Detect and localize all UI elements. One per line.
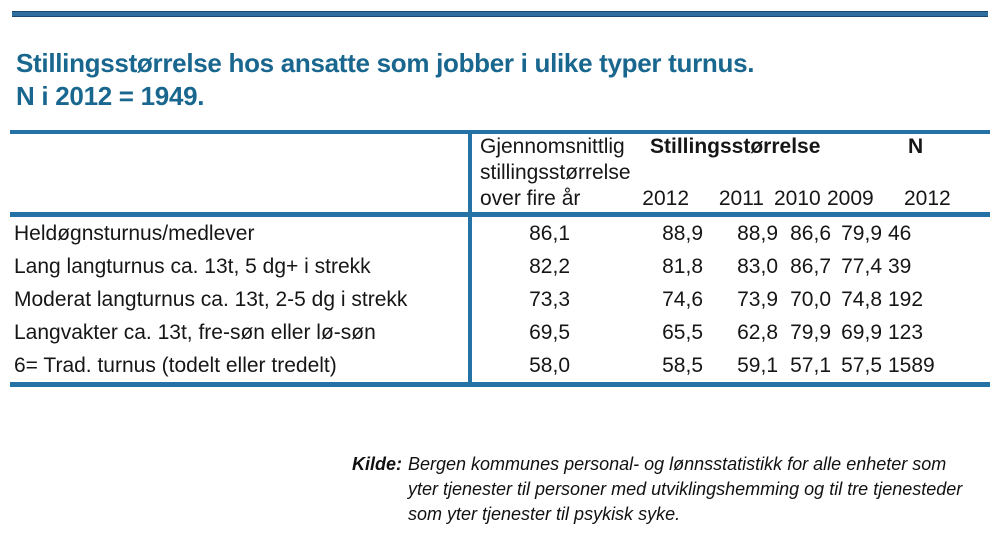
- row-label: Lang langturnus ca. 13t, 5 dg+ i strekk: [14, 254, 371, 278]
- table-top-border: [10, 130, 990, 134]
- source-note: Kilde: Bergen kommunes personal- og lønn…: [352, 452, 992, 527]
- table-bottom-border: [10, 382, 990, 387]
- source-line3: som yter tjenester til psykisk syke.: [408, 504, 681, 524]
- source-line1: Bergen kommunes personal- og lønnsstatis…: [408, 454, 947, 474]
- avg-cell: 73,3: [529, 287, 570, 311]
- avg-header-line3: over fire år: [480, 187, 581, 210]
- year-2012-cell: 88,9: [662, 221, 703, 245]
- year-header-2012: 2012: [642, 187, 689, 210]
- year-2009-cell: 79,9: [841, 221, 882, 245]
- n-cell: 192: [888, 287, 924, 311]
- year-2010-cell: 79,9: [790, 320, 831, 344]
- page-title: Stillingsstørrelse hos ansatte som jobbe…: [16, 47, 976, 113]
- n-cell: 1589: [888, 353, 935, 377]
- source-line2: yter tjenester til personer med utviklin…: [408, 479, 963, 499]
- avg-cell: 69,5: [529, 320, 570, 344]
- row-label: Moderat langturnus ca. 13t, 2-5 dg i str…: [14, 287, 408, 311]
- avg-cell: 86,1: [529, 221, 570, 245]
- year-2012-cell: 81,8: [662, 254, 703, 278]
- n-cell: 46: [888, 221, 912, 245]
- year-2011-cell: 73,9: [737, 287, 778, 311]
- source-label: Kilde:: [352, 454, 403, 474]
- row-label: 6= Trad. turnus (todelt eller tredelt): [14, 353, 337, 377]
- page-title-line2: N i 2012 = 1949.: [16, 81, 205, 111]
- avg-header-line2: stillingsstørrelse: [480, 161, 631, 184]
- table-header-row-1: Gjennomsnittlig Stillingsstørrelse N: [10, 134, 990, 160]
- avg-header-line1: Gjennomsnittlig: [480, 135, 625, 158]
- year-2011-cell: 88,9: [737, 221, 778, 245]
- year-2012-cell: 74,6: [662, 287, 703, 311]
- row-label: Langvakter ca. 13t, fre-søn eller lø-søn: [14, 320, 376, 344]
- statistics-table: Gjennomsnittlig Stillingsstørrelse N sti…: [10, 130, 990, 387]
- year-2009-cell: 74,8: [841, 287, 882, 311]
- table-header-row-2: stillingsstørrelse: [10, 160, 990, 186]
- n-cell: 39: [888, 254, 912, 278]
- group-header: Stillingsstørrelse: [650, 135, 821, 158]
- year-header-2009: 2009: [827, 187, 874, 210]
- year-2010-cell: 70,0: [790, 287, 831, 311]
- year-header-2010: 2010: [774, 187, 821, 210]
- table-row: Moderat langturnus ca. 13t, 2-5 dg i str…: [10, 283, 990, 316]
- table-header-row-3: over fire år 2012 2011 2010 2009 2012: [10, 186, 990, 212]
- year-2010-cell: 86,6: [790, 221, 831, 245]
- table-row: 6= Trad. turnus (todelt eller tredelt) 5…: [10, 349, 990, 382]
- year-2010-cell: 86,7: [790, 254, 831, 278]
- n-header: N: [908, 135, 924, 158]
- year-2012-cell: 58,5: [662, 353, 703, 377]
- year-2009-cell: 77,4: [841, 254, 882, 278]
- table-row: Heldøgnsturnus/medlever 86,1 88,9 88,9 8…: [10, 217, 990, 250]
- column-divider: [468, 130, 472, 387]
- table-row: Lang langturnus ca. 13t, 5 dg+ i strekk …: [10, 250, 990, 283]
- top-rule: [12, 11, 988, 17]
- avg-cell: 82,2: [529, 254, 570, 278]
- year-2010-cell: 57,1: [790, 353, 831, 377]
- n-cell: 123: [888, 320, 924, 344]
- year-2009-cell: 69,9: [841, 320, 882, 344]
- header-divider: [10, 212, 990, 217]
- year-2011-cell: 62,8: [737, 320, 778, 344]
- year-header-2011: 2011: [718, 187, 764, 210]
- year-2009-cell: 57,5: [841, 353, 882, 377]
- page-title-line1: Stillingsstørrelse hos ansatte som jobbe…: [16, 48, 755, 78]
- row-label: Heldøgnsturnus/medlever: [14, 221, 255, 245]
- year-2011-cell: 59,1: [737, 353, 778, 377]
- avg-cell: 58,0: [529, 353, 570, 377]
- source-text: Bergen kommunes personal- og lønnsstatis…: [408, 452, 962, 527]
- year-2011-cell: 83,0: [737, 254, 778, 278]
- table-row: Langvakter ca. 13t, fre-søn eller lø-søn…: [10, 316, 990, 349]
- n-year-header: 2012: [904, 187, 951, 210]
- year-2012-cell: 65,5: [662, 320, 703, 344]
